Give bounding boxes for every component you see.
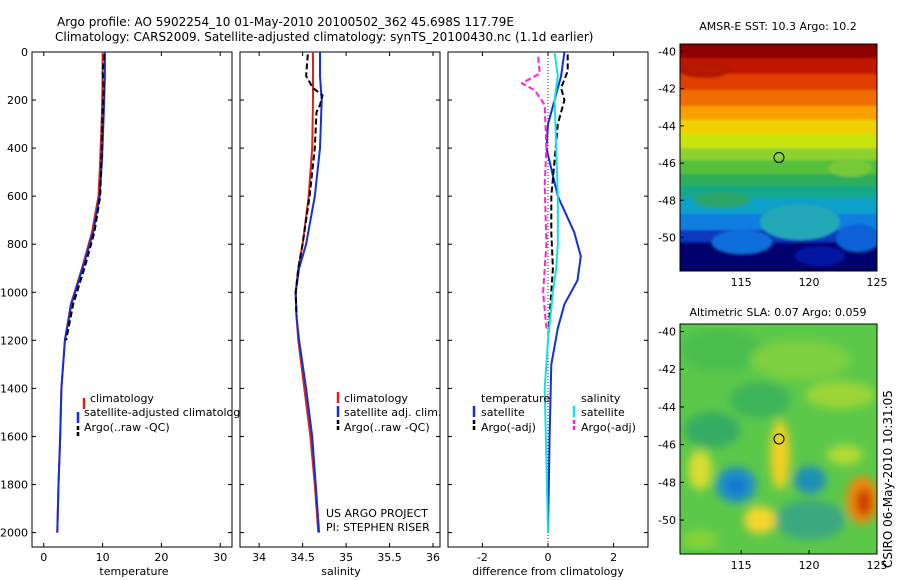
legend-argo-raw: Argo(..raw -QC) xyxy=(84,421,170,434)
x-tick-label: 30 xyxy=(213,551,227,564)
map-y-tick-label: -48 xyxy=(658,194,676,207)
series-line-argo-raw-qc- xyxy=(65,54,106,341)
figure-title-line1: Argo profile: AO 5902254_10 01-May-2010 … xyxy=(57,15,514,29)
difference-xlabel: difference from climatology xyxy=(472,565,624,578)
y-tick-label: 400 xyxy=(7,142,28,155)
sla-map-frame xyxy=(679,323,878,555)
credit-pi: PI: STEPHEN RISER xyxy=(326,521,430,534)
legend-sal-satellite: satellite xyxy=(581,406,625,419)
map-y-tick-label: -44 xyxy=(658,120,676,133)
legend-salinity-heading: salinity xyxy=(581,392,621,405)
temperature-profile-chart: 0 10 20 30 0 200 400 600 800 1000 1200 1400 1600 1800… xyxy=(0,46,247,578)
map-x-tick-label: 125 xyxy=(867,276,888,289)
x-tick-label: 0 xyxy=(40,551,47,564)
x-tick-label: 34 xyxy=(252,551,266,564)
y-tick-label: 1600 xyxy=(0,430,28,443)
map-y-tick-label: -44 xyxy=(658,401,676,414)
sst-map-frame xyxy=(679,43,878,272)
x-tick-label: 0 xyxy=(545,551,552,564)
map-y-tick-label: -40 xyxy=(658,326,676,339)
map-x-tick-label: 115 xyxy=(731,559,752,572)
x-tick-label: 2 xyxy=(610,551,617,564)
series-line-argo-raw-qc- xyxy=(294,54,324,317)
series-line-satellite-adjusted-climatology xyxy=(56,52,106,533)
sla-map: Altimetric SLA: 0.07 Argo: 0.059 xyxy=(658,306,887,572)
y-tick-label: 800 xyxy=(7,238,28,251)
argo-location-marker xyxy=(773,152,785,163)
map-y-tick-label: -46 xyxy=(658,157,676,170)
x-tick-label: 20 xyxy=(154,551,168,564)
series-line-temperature-satellite xyxy=(545,51,582,533)
series-line-temperature-argo-adj- xyxy=(547,54,569,341)
y-tick-label: 1400 xyxy=(0,382,28,395)
difference-legend: temperature satellite Argo(-adj) salinit… xyxy=(472,392,636,434)
argo-location-marker-2 xyxy=(773,433,785,445)
map-y-tick-label: -48 xyxy=(658,476,676,489)
y-tick-label: 600 xyxy=(7,190,28,203)
y-tick-label: 2000 xyxy=(0,527,28,540)
temperature-xlabel: temperature xyxy=(99,565,168,578)
legend-argo-raw-2: Argo(..raw -QC) xyxy=(344,421,430,434)
temperature-axes-box xyxy=(31,51,233,548)
map-y-tick-label: -50 xyxy=(658,232,676,245)
map-x-tick-label: 125 xyxy=(867,559,888,572)
figure-title-line2: Climatology: CARS2009. Satellite-adjuste… xyxy=(55,30,593,44)
y-tick-label: 0 xyxy=(21,46,28,59)
map-y-tick-label: -40 xyxy=(658,45,676,58)
map-y-tick-label: -46 xyxy=(658,439,676,452)
x-tick-label: -2 xyxy=(477,551,488,564)
salinity-axes-box xyxy=(239,51,441,548)
legend-satellite-adj-clim: satellite adj. clim. xyxy=(344,406,441,419)
x-tick-label: 10 xyxy=(96,551,110,564)
legend-temp-argo: Argo(-adj) xyxy=(481,421,536,434)
credit-project: US ARGO PROJECT xyxy=(326,507,428,520)
salinity-legend: climatology satellite adj. clim. Argo(..… xyxy=(336,392,441,434)
sst-map: AMSR-E SST: 10.3 Argo: 10.2 xyxy=(658,20,887,289)
map-x-tick-label: 120 xyxy=(799,559,820,572)
salinity-xlabel: salinity xyxy=(321,565,361,578)
map-y-tick-label: -42 xyxy=(658,83,676,96)
series-line-salinity-satellite xyxy=(543,51,559,533)
legend-climatology: climatology xyxy=(90,392,154,405)
y-tick-label: 1800 xyxy=(0,479,28,492)
series-line-salinity-argo-adj- xyxy=(520,56,548,329)
sst-heatmap xyxy=(680,44,877,271)
legend-temperature-heading: temperature xyxy=(481,392,550,405)
map-y-tick-label: -50 xyxy=(658,514,676,527)
map-x-tick-label: 120 xyxy=(799,276,820,289)
x-tick-label: 35 xyxy=(339,551,353,564)
legend-temp-satellite: satellite xyxy=(481,406,525,419)
legend-sal-argo: Argo(-adj) xyxy=(581,421,636,434)
sla-heatmap xyxy=(680,324,877,554)
difference-profile-chart: -2 0 2 difference from climatology tempera… xyxy=(447,51,649,578)
legend-satellite-adjusted: satellite-adjusted climatology xyxy=(84,406,247,419)
x-tick-label: 34.5 xyxy=(290,551,315,564)
y-tick-label: 200 xyxy=(7,94,28,107)
sst-map-title: AMSR-E SST: 10.3 Argo: 10.2 xyxy=(699,20,857,33)
salinity-profile-chart: 34 34.5 35 35.5 36 salinity climatology sate… xyxy=(239,51,441,578)
csiro-timestamp: CSIRO 06-May-2010 10:31:05 xyxy=(881,390,895,568)
map-y-tick-label: -42 xyxy=(658,363,676,376)
x-tick-label: 35.5 xyxy=(377,551,402,564)
map-x-tick-label: 115 xyxy=(731,276,752,289)
temperature-legend: climatology satellite-adjusted climatolo… xyxy=(76,392,247,437)
x-tick-label: 36 xyxy=(426,551,440,564)
sla-map-title: Altimetric SLA: 0.07 Argo: 0.059 xyxy=(689,306,866,319)
y-tick-label: 1200 xyxy=(0,334,28,347)
y-tick-label: 1000 xyxy=(0,286,28,299)
legend-climatology-2: climatology xyxy=(344,392,408,405)
